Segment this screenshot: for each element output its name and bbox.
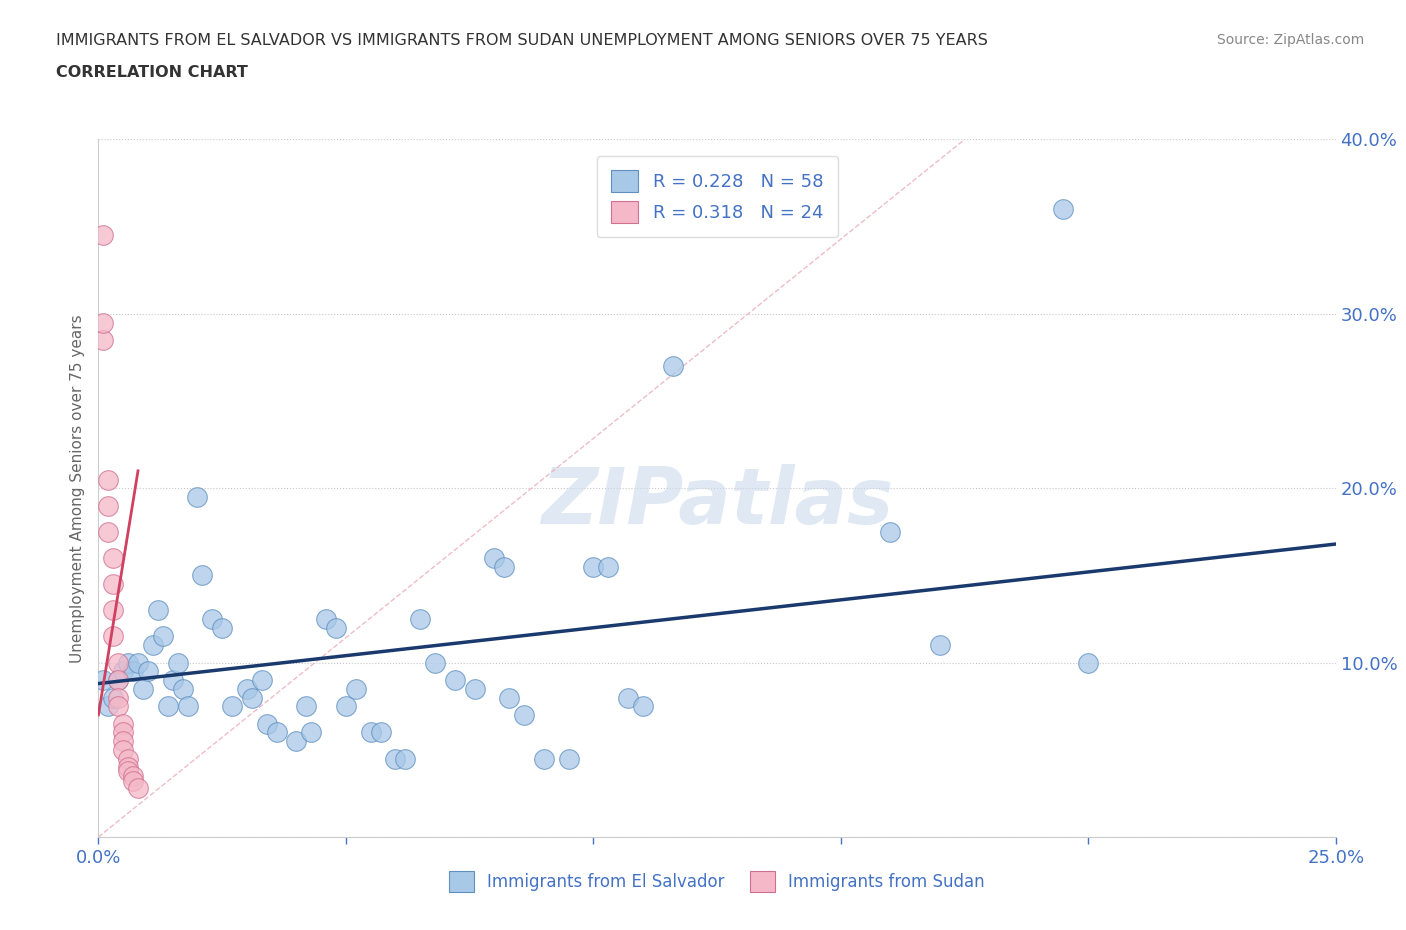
Point <box>928 638 950 653</box>
Point <box>211 620 233 635</box>
Point <box>344 682 367 697</box>
Point <box>266 725 288 740</box>
Point <box>256 716 278 731</box>
Point <box>112 716 135 731</box>
Point <box>370 725 392 740</box>
Point <box>146 603 169 618</box>
Point <box>93 228 115 243</box>
Point <box>156 698 179 713</box>
Point <box>97 525 120 539</box>
Point <box>103 551 125 565</box>
Point <box>494 559 516 574</box>
Point <box>240 690 263 705</box>
Point <box>103 690 125 705</box>
Point <box>409 612 432 627</box>
Point <box>221 698 243 713</box>
Point <box>631 698 654 713</box>
Point <box>97 698 120 713</box>
Legend: Immigrants from El Salvador, Immigrants from Sudan: Immigrants from El Salvador, Immigrants … <box>443 865 991 898</box>
Point <box>93 672 115 687</box>
Point <box>191 568 214 583</box>
Point <box>93 315 115 330</box>
Point <box>285 734 308 749</box>
Point <box>132 682 155 697</box>
Point <box>136 664 159 679</box>
Point <box>97 472 120 487</box>
Point <box>1077 655 1099 670</box>
Point <box>176 698 198 713</box>
Point <box>443 672 465 687</box>
Point <box>162 672 184 687</box>
Point <box>152 629 174 644</box>
Point <box>107 655 129 670</box>
Point <box>112 664 135 679</box>
Point <box>117 760 139 775</box>
Point <box>107 672 129 687</box>
Point <box>112 734 135 749</box>
Point <box>236 682 259 697</box>
Point <box>122 768 145 783</box>
Point <box>384 751 406 766</box>
Text: IMMIGRANTS FROM EL SALVADOR VS IMMIGRANTS FROM SUDAN UNEMPLOYMENT AMONG SENIORS : IMMIGRANTS FROM EL SALVADOR VS IMMIGRANT… <box>56 33 988 47</box>
Point <box>127 781 149 796</box>
Point <box>122 664 145 679</box>
Point <box>617 690 640 705</box>
Point <box>117 764 139 778</box>
Point <box>464 682 486 697</box>
Point <box>201 612 224 627</box>
Point <box>879 525 901 539</box>
Point <box>103 629 125 644</box>
Point <box>661 359 683 374</box>
Text: Source: ZipAtlas.com: Source: ZipAtlas.com <box>1216 33 1364 46</box>
Point <box>107 690 129 705</box>
Point <box>172 682 194 697</box>
Point <box>315 612 337 627</box>
Point <box>513 708 536 723</box>
Point <box>166 655 188 670</box>
Point <box>112 742 135 757</box>
Point <box>103 603 125 618</box>
Point <box>142 638 165 653</box>
Point <box>295 698 318 713</box>
Point <box>186 489 208 504</box>
Point <box>423 655 446 670</box>
Point <box>394 751 416 766</box>
Point <box>93 333 115 348</box>
Point <box>335 698 357 713</box>
Point <box>498 690 520 705</box>
Point <box>107 672 129 687</box>
Point <box>533 751 555 766</box>
Point <box>112 725 135 740</box>
Point <box>325 620 347 635</box>
Point <box>107 698 129 713</box>
Point <box>360 725 382 740</box>
Point <box>582 559 605 574</box>
Point <box>484 551 506 565</box>
Point <box>299 725 322 740</box>
Point <box>1052 202 1074 217</box>
Text: CORRELATION CHART: CORRELATION CHART <box>56 65 247 80</box>
Y-axis label: Unemployment Among Seniors over 75 years: Unemployment Among Seniors over 75 years <box>69 314 84 662</box>
Point <box>122 774 145 789</box>
Text: ZIPatlas: ZIPatlas <box>541 464 893 540</box>
Point <box>117 751 139 766</box>
Point <box>598 559 620 574</box>
Point <box>103 577 125 591</box>
Point <box>557 751 579 766</box>
Point <box>97 498 120 513</box>
Point <box>127 655 149 670</box>
Point <box>250 672 273 687</box>
Point <box>117 655 139 670</box>
